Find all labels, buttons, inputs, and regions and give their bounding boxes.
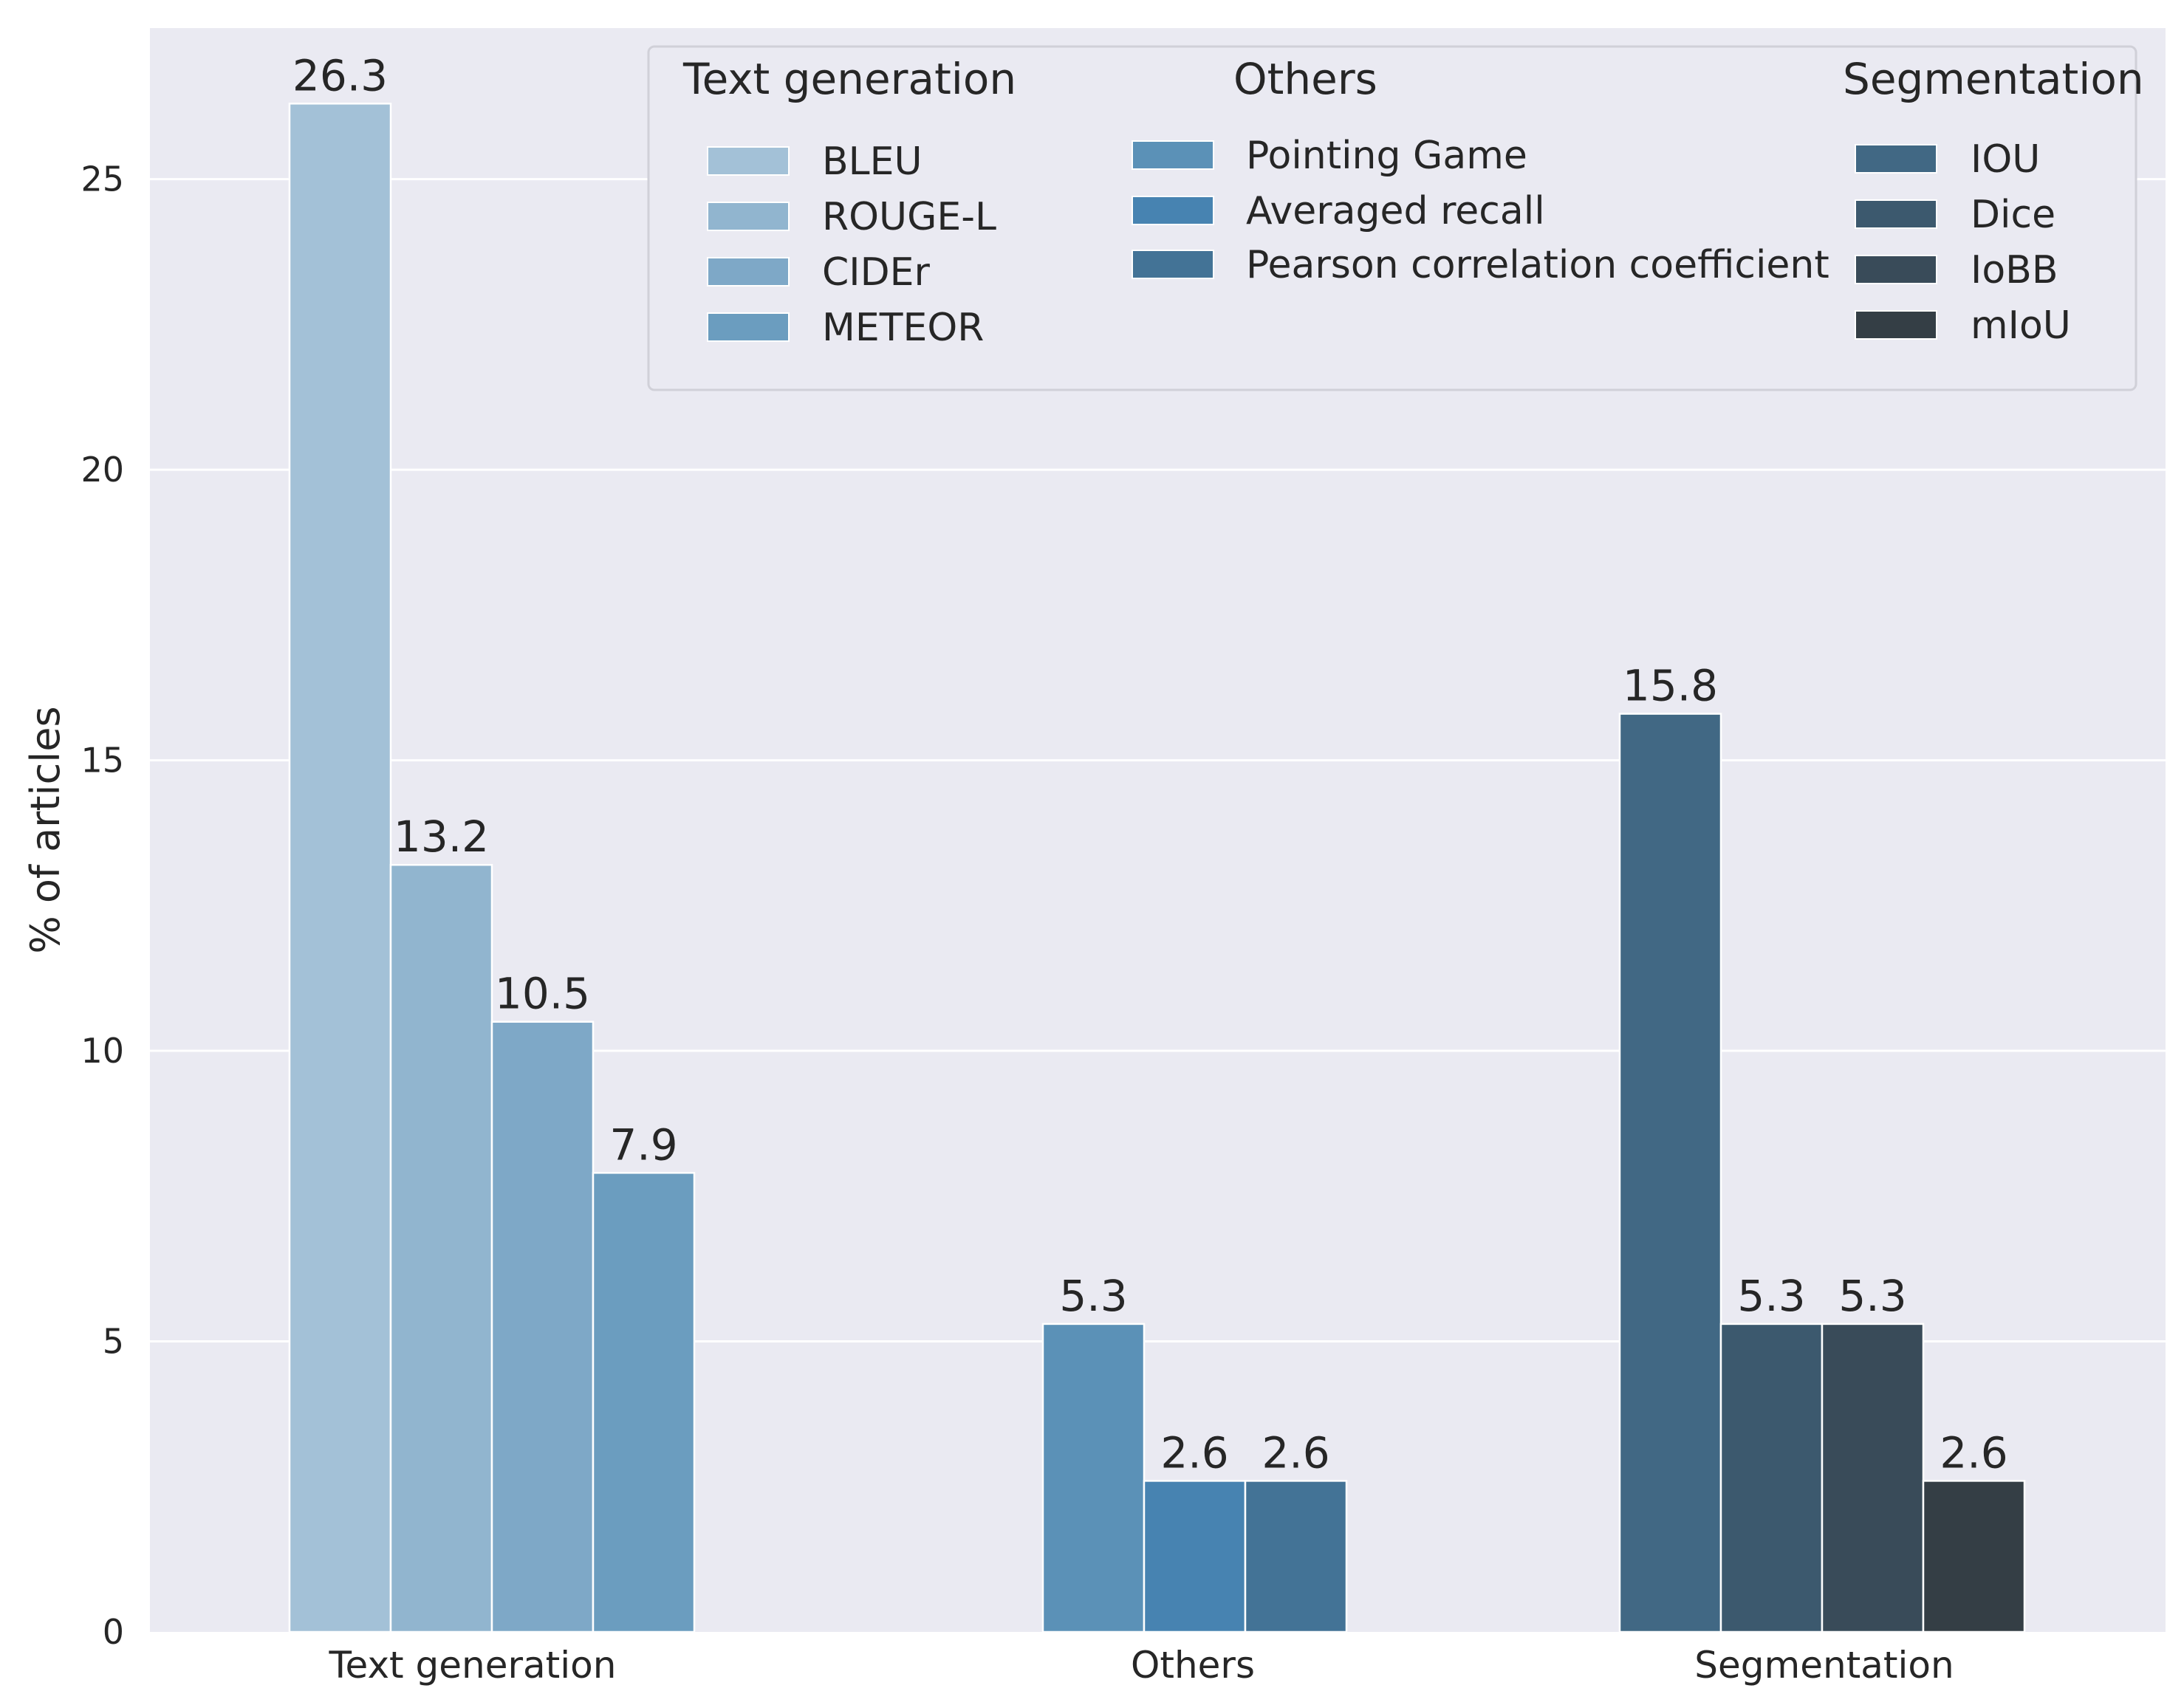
legend-entry: IoBB — [1971, 248, 2058, 292]
legend-entry: IOU — [1971, 137, 2040, 182]
legend: Text generation BLEU ROUGE-L CIDEr METEOR Oth… — [647, 45, 2144, 391]
legend-swatch — [1855, 144, 1937, 174]
data-label: 2.6 — [1262, 1427, 1329, 1478]
data-label: 7.9 — [609, 1119, 677, 1170]
data-label: 5.3 — [1737, 1271, 1805, 1321]
legend-entry: CIDEr — [822, 250, 931, 295]
data-label: 5.3 — [1838, 1271, 1906, 1321]
legend-swatch — [1132, 250, 1214, 279]
bar-meteor — [592, 1172, 696, 1633]
legend-swatch — [1855, 310, 1937, 340]
y-axis-ticks: 0 5 10 15 20 25 — [81, 160, 124, 1652]
legend-swatch — [707, 146, 790, 176]
legend-entry: BLEU — [822, 140, 922, 184]
data-label: 10.5 — [495, 969, 590, 1019]
legend-entry: Averaged recall — [1246, 189, 1545, 233]
legend-title: Others — [1233, 54, 1377, 104]
bar-pointing-game — [1041, 1323, 1146, 1633]
legend-entry: mIoU — [1971, 303, 2071, 348]
bar-iobb — [1821, 1323, 1925, 1633]
legend-swatch — [1132, 140, 1214, 170]
data-label: 2.6 — [1940, 1427, 2007, 1478]
legend-entry: METEOR — [822, 306, 984, 350]
bar-bleu — [288, 103, 392, 1633]
legend-title: Segmentation — [1843, 54, 2144, 104]
legend-entry: Pearson correlation coefficient — [1246, 243, 1829, 287]
y-tick-label: 5 — [103, 1322, 124, 1362]
data-label: 13.2 — [394, 812, 489, 862]
x-tick-label: Segmentation — [1694, 1644, 1954, 1687]
x-axis-ticks: Text generation Others Segmentation — [329, 1644, 1954, 1687]
data-label: 2.6 — [1160, 1427, 1228, 1478]
bar-cider — [490, 1021, 595, 1633]
x-tick-label: Others — [1131, 1644, 1255, 1687]
y-tick-label: 15 — [81, 741, 124, 781]
x-tick-label: Text generation — [329, 1644, 617, 1687]
legend-swatch — [707, 312, 790, 342]
legend-swatch — [707, 257, 790, 287]
legend-frame — [647, 45, 2137, 391]
data-label: 5.3 — [1059, 1271, 1127, 1321]
y-tick-label: 0 — [103, 1612, 124, 1652]
bar-rouge-l — [389, 863, 493, 1633]
legend-title: Text generation — [682, 54, 1016, 104]
y-tick-label: 10 — [81, 1031, 124, 1071]
legend-entry: ROUGE-L — [822, 195, 996, 239]
bars — [288, 103, 2026, 1633]
bar-iou — [1618, 713, 1722, 1633]
bar-miou — [1922, 1480, 2026, 1633]
data-labels: 26.3 13.2 10.5 7.9 5.3 2.6 2.6 15.8 5.3 5.3 2.6 — [292, 50, 2008, 1478]
data-label: 15.8 — [1623, 661, 1718, 711]
legend-entry: Dice — [1971, 193, 2055, 237]
legend-swatch — [1855, 199, 1937, 229]
y-axis-label: % of articles — [22, 706, 69, 953]
legend-swatch — [1855, 255, 1937, 284]
y-tick-label: 25 — [81, 160, 124, 199]
bar-averaged-recall — [1143, 1480, 1247, 1633]
data-label: 26.3 — [292, 50, 388, 100]
legend-swatch — [707, 202, 790, 231]
bar-dice — [1719, 1323, 1824, 1633]
bar-pearson-correlation-coefficient — [1244, 1480, 1348, 1633]
y-tick-label: 20 — [81, 450, 124, 490]
legend-swatch — [1132, 196, 1214, 225]
legend-entry: Pointing Game — [1246, 134, 1527, 178]
